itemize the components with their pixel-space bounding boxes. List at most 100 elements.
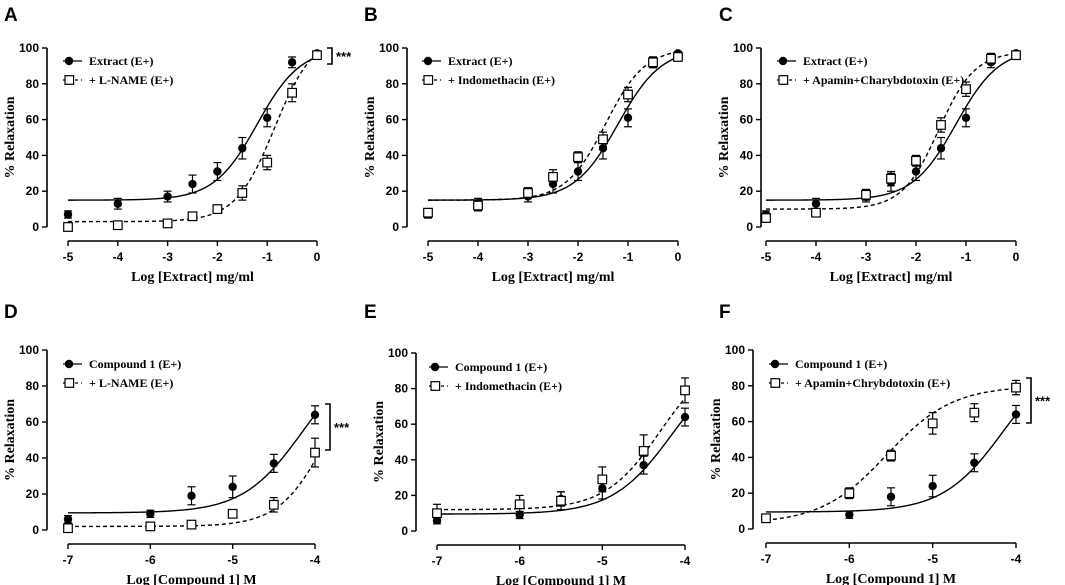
data-point [162, 218, 173, 229]
panel-label: C [719, 5, 733, 26]
x-tick-label: -4 [473, 250, 484, 264]
x-tick-label: -1 [623, 250, 634, 264]
legend: Extract (E+) + Indomethacin (E+) [422, 54, 555, 87]
data-point [310, 447, 320, 458]
significance-bracket [1026, 377, 1032, 424]
series-treatment [63, 437, 320, 534]
data-point [227, 508, 238, 519]
data-point [911, 155, 921, 166]
data-point [936, 144, 946, 153]
x-tick-label: 0 [675, 250, 682, 264]
legend-label: + L-NAME (E+) [89, 73, 173, 87]
significance-bracket [327, 47, 333, 65]
y-tick-label: 20 [26, 487, 40, 501]
data-point [187, 491, 196, 500]
x-tick-label: -5 [423, 250, 434, 264]
data-point [63, 523, 73, 534]
y-tick-label: 40 [740, 148, 754, 162]
data-point [886, 450, 896, 461]
legend-marker [423, 56, 433, 66]
significance-bracket [325, 403, 331, 451]
y-tick-label: 20 [26, 184, 40, 198]
legend: Compound 1 (E+) + Indomethacin (E+) [429, 360, 562, 393]
significance-label: *** [334, 420, 350, 435]
y-axis-label: % Relaxation [709, 398, 724, 480]
data-point [556, 495, 566, 506]
legend: Compound 1 (E+) + L-NAME (E+) [63, 357, 181, 390]
x-tick-label: -4 [811, 250, 822, 264]
x-tick-label: -6 [844, 552, 855, 566]
y-tick-label: 80 [732, 379, 746, 393]
panel-label: B [364, 5, 378, 26]
legend-label: Compound 1 (E+) [89, 357, 181, 371]
fit-curve-control [765, 56, 1017, 201]
x-tick-label: -7 [432, 554, 443, 568]
y-tick-label: 40 [732, 450, 746, 464]
data-point [1011, 382, 1021, 393]
data-point [238, 144, 247, 153]
y-tick-label: 100 [19, 41, 39, 55]
data-point [673, 52, 683, 62]
data-point [986, 53, 996, 64]
legend-marker [64, 75, 75, 85]
x-tick-label: -4 [680, 554, 691, 568]
legend-label: Extract (E+) [89, 54, 153, 68]
series-treatment [761, 50, 1021, 223]
x-tick-label: 0 [314, 250, 321, 264]
y-tick-label: 0 [746, 220, 753, 234]
legend-label: + Indomethacin (E+) [455, 379, 562, 393]
legend-marker [770, 378, 781, 388]
data-point [269, 459, 279, 468]
legend-marker [423, 75, 434, 85]
y-tick-label: 0 [392, 220, 399, 234]
x-tick-label: -5 [761, 250, 772, 264]
x-axis-label: Log [Extract] mg/ml [830, 270, 953, 285]
y-tick-label: 100 [725, 343, 745, 357]
legend-label: + L-NAME (E+) [89, 376, 173, 390]
series-control [761, 404, 1021, 523]
series-treatment [432, 377, 690, 523]
y-tick-label: 80 [26, 379, 40, 393]
panel-label: E [364, 302, 377, 323]
y-tick-label: 40 [26, 148, 40, 162]
panel-a: A 0 20 40 60 80 100 % Relaxation -5 -4 -3 -2 -1 0 Log … [3, 5, 352, 285]
panel-f: F 0 20 40 60 80 100 % Relaxation -7 -6 -5 -4 Log [Co… [709, 302, 1051, 585]
data-point [212, 204, 223, 215]
significance-label: *** [336, 49, 352, 64]
x-tick-label: 0 [1013, 250, 1020, 264]
y-tick-label: 100 [379, 41, 399, 55]
data-point [113, 199, 123, 208]
series-treatment [761, 379, 1021, 524]
data-point [970, 458, 979, 467]
series-treatment [423, 52, 683, 218]
y-tick-label: 60 [395, 417, 409, 431]
series-treatment [63, 50, 322, 232]
legend-label: Compound 1 (E+) [455, 360, 547, 374]
data-point [63, 210, 73, 219]
data-point [680, 385, 690, 396]
x-tick-label: -4 [112, 250, 123, 264]
y-axis-label: % Relaxation [3, 96, 18, 178]
legend-marker [770, 359, 780, 369]
y-axis-label: % Relaxation [372, 401, 387, 483]
data-point [811, 199, 821, 208]
data-point [911, 167, 921, 176]
x-tick-label: -3 [162, 250, 173, 264]
x-tick-label: -1 [262, 250, 273, 264]
data-point [237, 188, 248, 198]
significance-label: *** [1035, 394, 1051, 409]
data-point [573, 152, 583, 163]
legend-marker [778, 75, 789, 85]
panel-d: D 0 20 40 60 80 100 % Relaxation -7 -6 -5 -4 Log [Co… [3, 302, 350, 585]
data-point [597, 474, 608, 485]
data-point [573, 167, 583, 176]
data-point [969, 407, 980, 418]
data-point [638, 446, 649, 456]
legend-marker [64, 56, 74, 66]
y-tick-label: 80 [395, 382, 409, 396]
y-axis-label: % Relaxation [717, 96, 732, 178]
y-tick-label: 80 [740, 77, 754, 91]
panel-c: C 0 20 40 60 80 100 % Relaxation -5 -4 -3 -2 -1 0 Log … [717, 5, 1021, 285]
x-axis-label: Log [Compound 1] M [126, 573, 256, 585]
data-point [936, 120, 946, 130]
